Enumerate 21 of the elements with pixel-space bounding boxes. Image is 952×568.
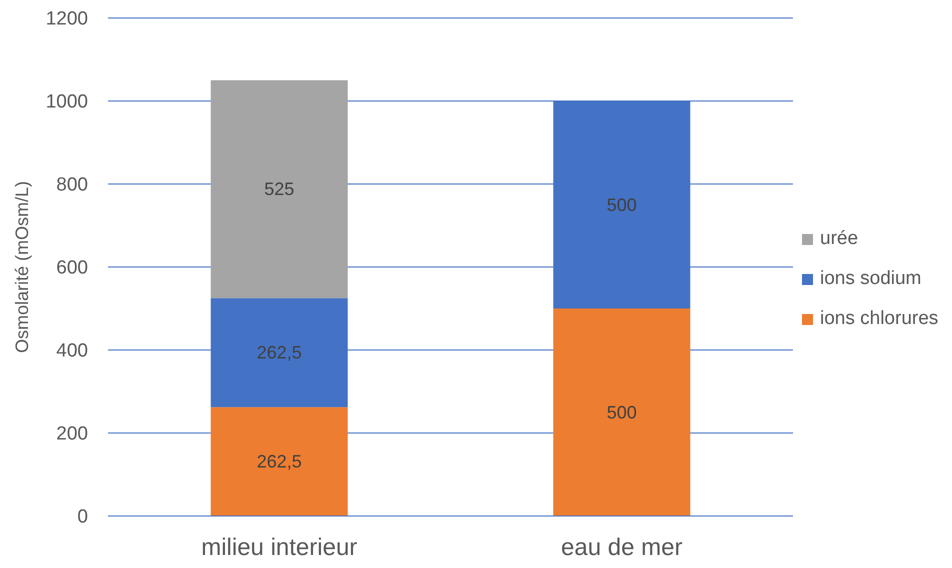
data-label: 500 [606,402,637,422]
legend-label: urée [820,228,858,250]
legend-label: ions chlorures [820,308,938,330]
data-label: 262,5 [256,342,302,363]
y-tick-label: 0 [77,506,88,528]
x-tick-label: milieu interieur [201,534,358,562]
y-axis-title: Osmolarité (mOsm/L) [12,180,32,354]
bar [210,407,348,516]
y-tick-label: 600 [56,258,88,279]
y-tick-label: 200 [56,424,88,445]
y-tick-label: 800 [56,174,88,196]
legend-label: ions sodium [820,268,922,290]
data-label: 525 [264,179,294,200]
y-tick-label: 1000 [46,92,88,113]
data-label: 262,5 [256,452,302,472]
bar [553,308,690,516]
y-tick-label: 1200 [46,8,88,30]
bar [210,80,348,298]
y-tick-label: 400 [56,340,88,362]
data-label: 500 [606,194,637,215]
x-tick-label: eau de mer [561,534,682,562]
